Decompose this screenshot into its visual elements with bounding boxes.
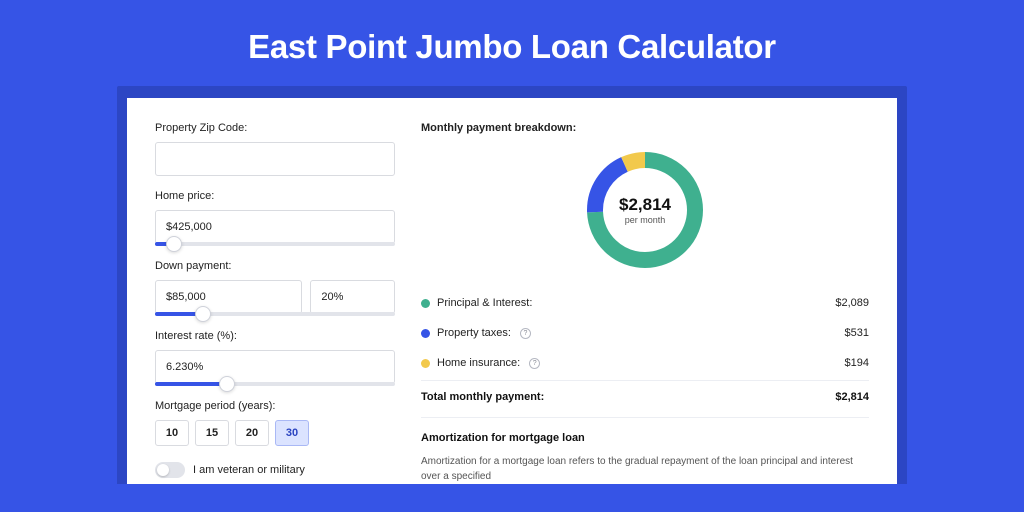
amortization-text: Amortization for a mortgage loan refers … (421, 454, 869, 484)
period-button-20[interactable]: 20 (235, 420, 269, 446)
legend-dot (421, 329, 430, 338)
down-payment-input[interactable] (155, 280, 302, 314)
home-price-label: Home price: (155, 190, 395, 202)
interest-rate-group: Interest rate (%): (155, 330, 395, 386)
total-row: Total monthly payment: $2,814 (421, 380, 869, 417)
down-payment-label: Down payment: (155, 260, 395, 272)
donut-wrap: $2,814 per month (421, 144, 869, 288)
interest-rate-label: Interest rate (%): (155, 330, 395, 342)
legend-label: Home insurance: (437, 357, 520, 369)
period-button-10[interactable]: 10 (155, 420, 189, 446)
donut-chart: $2,814 per month (585, 150, 705, 270)
zip-input[interactable] (155, 142, 395, 176)
veteran-label: I am veteran or military (193, 464, 305, 476)
info-icon[interactable]: ? (520, 328, 531, 339)
down-payment-pct-input[interactable] (310, 280, 395, 314)
donut-amount: $2,814 (619, 195, 671, 215)
page-title: East Point Jumbo Loan Calculator (0, 0, 1024, 86)
zip-group: Property Zip Code: (155, 122, 395, 176)
period-button-30[interactable]: 30 (275, 420, 309, 446)
legend-value: $531 (845, 327, 869, 339)
breakdown-column: Monthly payment breakdown: $2,814 per mo… (421, 122, 869, 484)
form-column: Property Zip Code: Home price: Down paym… (155, 122, 395, 484)
legend-row: Principal & Interest: $2,089 (421, 288, 869, 318)
mortgage-period-label: Mortgage period (years): (155, 400, 395, 412)
period-button-15[interactable]: 15 (195, 420, 229, 446)
legend-row: Home insurance:? $194 (421, 348, 869, 378)
legend: Principal & Interest: $2,089 Property taxe… (421, 288, 869, 378)
period-buttons: 10152030 (155, 420, 395, 446)
total-label: Total monthly payment: (421, 391, 544, 403)
legend-value: $194 (845, 357, 869, 369)
breakdown-title: Monthly payment breakdown: (421, 122, 869, 134)
interest-rate-input[interactable] (155, 350, 395, 384)
down-payment-slider[interactable] (155, 312, 395, 316)
mortgage-period-group: Mortgage period (years): 10152030 (155, 400, 395, 446)
amortization-title: Amortization for mortgage loan (421, 432, 869, 444)
home-price-slider[interactable] (155, 242, 395, 246)
home-price-input[interactable] (155, 210, 395, 244)
legend-value: $2,089 (835, 297, 869, 309)
legend-label: Principal & Interest: (437, 297, 532, 309)
legend-dot (421, 299, 430, 308)
zip-label: Property Zip Code: (155, 122, 395, 134)
interest-rate-slider[interactable] (155, 382, 395, 386)
calculator-card: Property Zip Code: Home price: Down paym… (127, 98, 897, 484)
legend-dot (421, 359, 430, 368)
veteran-row: I am veteran or military (155, 462, 395, 478)
legend-row: Property taxes:? $531 (421, 318, 869, 348)
veteran-toggle[interactable] (155, 462, 185, 478)
info-icon[interactable]: ? (529, 358, 540, 369)
card-shadow: Property Zip Code: Home price: Down paym… (117, 86, 907, 484)
home-price-group: Home price: (155, 190, 395, 246)
total-value: $2,814 (835, 391, 869, 403)
legend-label: Property taxes: (437, 327, 511, 339)
donut-sub: per month (625, 215, 666, 225)
amortization-section: Amortization for mortgage loan Amortizat… (421, 417, 869, 484)
down-payment-group: Down payment: (155, 260, 395, 316)
